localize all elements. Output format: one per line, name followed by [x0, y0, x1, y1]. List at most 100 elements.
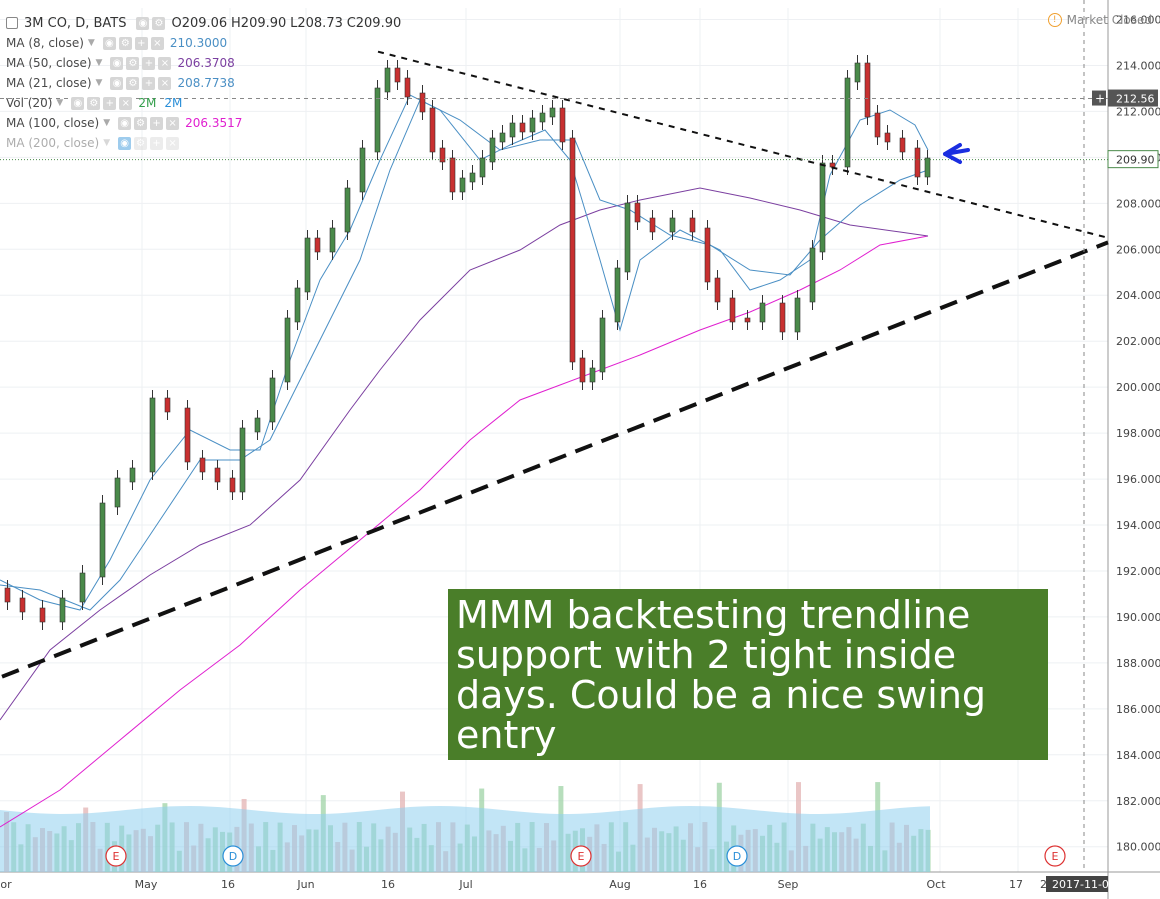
candle-body — [99, 502, 106, 578]
candle-body — [294, 287, 301, 323]
candle-body — [874, 112, 881, 138]
close-icon[interactable]: × — [158, 56, 172, 70]
settings-icon[interactable]: ⚙ — [126, 56, 140, 70]
indicator-row[interactable]: MA (100, close) ▼ ◉ ⚙ + × 206.3517 — [6, 113, 401, 133]
resistance-trendline — [377, 50, 1109, 239]
plus-icon[interactable]: + — [103, 96, 117, 110]
candle-body — [184, 407, 191, 463]
candle-body — [844, 77, 851, 168]
clock-icon: ! — [1047, 13, 1062, 27]
caret-down-icon[interactable]: ▼ — [56, 98, 64, 108]
support-trendline — [1, 240, 1109, 679]
close-icon[interactable]: × — [158, 76, 172, 90]
symbol-row: 3M CO, D, BATS ◉ ⚙ O209.06 H209.90 L208.… — [6, 13, 401, 33]
close-icon[interactable]: × — [119, 96, 133, 110]
settings-icon[interactable]: ⚙ — [126, 76, 140, 90]
candle-body — [394, 67, 401, 83]
crosshair-price-bg — [1108, 89, 1158, 107]
candle-body — [549, 107, 556, 118]
candle-body — [489, 137, 496, 163]
arrow-icon — [943, 143, 970, 164]
y-tick-label: 194.000 — [1116, 519, 1160, 532]
eye-icon[interactable]: ◉ — [110, 56, 124, 70]
marker-label: E — [113, 850, 120, 863]
candle-body — [449, 157, 456, 193]
collapse-icon[interactable] — [6, 17, 18, 29]
indicator-value: 210.3000 — [169, 36, 228, 50]
close-icon[interactable]: × — [166, 116, 180, 130]
candle-body — [634, 202, 641, 223]
indicator-buttons[interactable]: ◉ ⚙ + × — [102, 36, 164, 50]
caret-down-icon[interactable]: ▼ — [103, 118, 111, 128]
symbol-buttons[interactable]: ◉ ⚙ — [136, 16, 166, 30]
candle-body — [744, 317, 751, 323]
indicator-row[interactable]: Vol (20) ▼ ◉ ⚙ + × 2M 2M — [6, 93, 401, 113]
candle-body — [884, 132, 891, 143]
earnings-marker-icon — [105, 845, 127, 867]
marker-label: E — [1052, 850, 1059, 863]
indicator-buttons[interactable]: ◉ ⚙ + × — [118, 116, 180, 130]
close-icon[interactable]: × — [166, 136, 180, 150]
plus-icon[interactable]: + — [150, 116, 164, 130]
candle-body — [759, 302, 766, 323]
indicator-buttons[interactable]: ◉ ⚙ + × — [110, 76, 172, 90]
eye-icon[interactable]: ◉ — [110, 76, 124, 90]
caret-down-icon[interactable]: ▼ — [103, 138, 111, 148]
indicator-row[interactable]: MA (50, close) ▼ ◉ ⚙ + × 206.3708 — [6, 53, 401, 73]
eye-icon[interactable]: ◉ — [118, 116, 132, 130]
candle-body — [649, 217, 656, 233]
candle-body — [899, 137, 906, 153]
close-icon[interactable]: × — [150, 36, 164, 50]
caret-down-icon[interactable]: ▼ — [95, 58, 103, 68]
candle-body — [59, 597, 66, 623]
candle-body — [854, 62, 861, 83]
candle-body — [149, 397, 156, 473]
candle-body — [19, 597, 26, 613]
indicator-buttons[interactable]: ◉ ⚙ + × — [118, 136, 180, 150]
eye-icon[interactable]: ◉ — [71, 96, 85, 110]
caret-down-icon[interactable]: ▼ — [95, 78, 103, 88]
settings-icon[interactable]: ⚙ — [87, 96, 101, 110]
symbol-title: 3M CO, D, BATS — [24, 15, 127, 31]
eye-icon[interactable]: ◉ — [136, 16, 150, 30]
crosshair-price-label: 212.56 — [1116, 93, 1155, 106]
eye-icon[interactable]: ◉ — [118, 136, 132, 150]
candle-body — [599, 317, 606, 373]
candle-body — [284, 317, 291, 383]
x-tick-label: Oct — [926, 878, 946, 891]
y-tick-label: 182.000 — [1116, 795, 1160, 808]
candle-body — [809, 247, 816, 303]
candle-body — [519, 122, 526, 133]
candle-body — [314, 237, 321, 253]
candle-body — [114, 477, 121, 508]
candle-body — [459, 177, 466, 193]
indicator-row[interactable]: MA (8, close) ▼ ◉ ⚙ + × 210.3000 — [6, 33, 401, 53]
x-tick-label: Aug — [609, 878, 630, 891]
settings-icon[interactable]: ⚙ — [118, 36, 132, 50]
plus-icon[interactable]: + — [150, 136, 164, 150]
indicator-buttons[interactable]: ◉ ⚙ + × — [71, 96, 133, 110]
settings-icon[interactable]: ⚙ — [134, 116, 148, 130]
y-tick-label: 202.000 — [1116, 335, 1160, 348]
indicator-value: 206.3708 — [177, 56, 235, 70]
settings-icon[interactable]: ⚙ — [152, 16, 166, 30]
settings-icon[interactable]: ⚙ — [134, 136, 148, 150]
x-tick-label: or — [0, 878, 12, 891]
indicator-row[interactable]: MA (200, close) ▼ ◉ ⚙ + × — [6, 133, 401, 153]
plus-icon[interactable]: + — [134, 36, 148, 50]
caret-down-icon[interactable]: ▼ — [87, 38, 95, 48]
indicator-row[interactable]: MA (21, close) ▼ ◉ ⚙ + × 208.7738 — [6, 73, 401, 93]
y-tick-label: 180.000 — [1116, 841, 1160, 854]
y-tick-label: 208.000 — [1116, 197, 1160, 210]
ohlc-high: H209.90 — [231, 15, 287, 31]
candle-body — [704, 227, 711, 283]
candle-body — [729, 297, 736, 323]
indicator-label: Vol (20) — [6, 96, 53, 110]
eye-icon[interactable]: ◉ — [102, 36, 116, 50]
plus-icon[interactable]: + — [142, 76, 156, 90]
plus-icon[interactable]: + — [142, 56, 156, 70]
y-tick-label: 198.000 — [1116, 427, 1160, 440]
candle-body — [384, 67, 391, 93]
candle-body — [469, 172, 476, 183]
indicator-buttons[interactable]: ◉ ⚙ + × — [110, 56, 172, 70]
